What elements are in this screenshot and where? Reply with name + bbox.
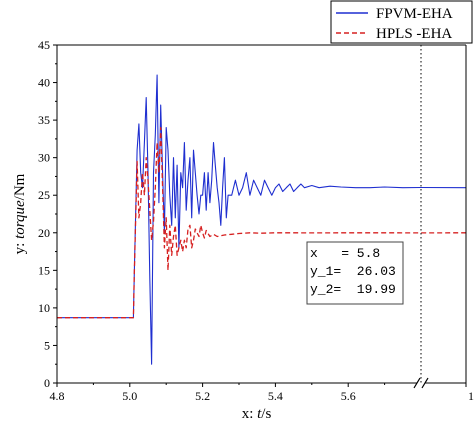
series-line-1 — [57, 74, 467, 365]
y-tick-label: 25 — [38, 188, 50, 202]
plot-area — [57, 45, 466, 383]
y-tick-label: 0 — [44, 376, 50, 390]
x-tick-label-end: 10 — [468, 389, 474, 403]
legend-label: FPVM-EHA — [376, 6, 453, 22]
axis-break-mark — [413, 377, 421, 389]
x-tick-label: 5.4 — [268, 389, 283, 403]
x-tick-label: 5.2 — [195, 389, 210, 403]
legend: FPVM-EHA HPLS -EHA — [330, 0, 473, 44]
series-line-2 — [57, 126, 467, 319]
y-axis-title: y: torque/Nm — [12, 173, 28, 254]
y-tick-label: 20 — [38, 226, 50, 240]
axis-break-mark — [421, 377, 429, 389]
x-tick-label: 4.8 — [50, 389, 65, 403]
y-tick-label: 15 — [38, 263, 50, 277]
y-tick-label: 10 — [38, 301, 50, 315]
y-tick-label: 35 — [38, 113, 50, 127]
readout-frame — [306, 241, 404, 305]
y-tick-label: 45 — [38, 38, 50, 52]
y-tick-label: 40 — [38, 76, 50, 90]
series-layer — [57, 74, 467, 365]
data-readout-box: x = 5.8 y_1= 26.03 y_2= 19.99 — [306, 241, 404, 305]
legend-frame — [330, 0, 473, 44]
legend-label: HPLS -EHA — [376, 26, 452, 42]
y-tick-label: 30 — [38, 151, 50, 165]
x-axis-title: x: t/s — [242, 406, 272, 422]
x-tick-label: 5.6 — [341, 389, 356, 403]
ticks-layer: 0 5 10 15 20 25 30 35 40 45 4.8 5.0 5.2 5.4 5.6 10 x: t/… — [12, 38, 474, 422]
plot-background — [57, 45, 466, 383]
y-tick-label: 5 — [44, 338, 50, 352]
readout-line: y_2= 19.99 — [310, 282, 396, 297]
readout-line: x = 5.8 — [310, 246, 380, 261]
readout-line: y_1= 26.03 — [310, 264, 396, 279]
x-tick-label: 5.0 — [122, 389, 137, 403]
